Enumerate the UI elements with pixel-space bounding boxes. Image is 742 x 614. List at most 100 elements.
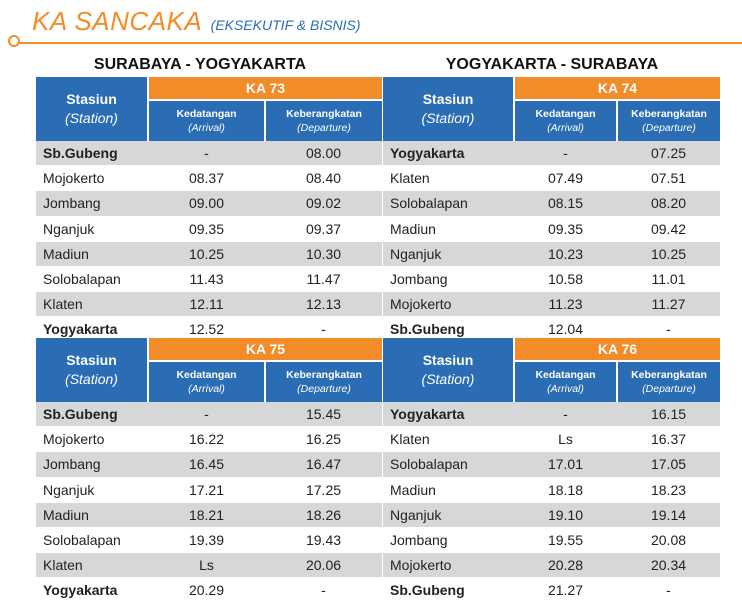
table-row: Sb.Gubeng 21.27- [383,577,721,604]
station-name: Klaten [36,552,148,579]
station-column-header: Stasiun (Station) [36,338,149,402]
table-row: Nganjuk 10.23 10.25 [383,241,721,267]
station-header-label: Stasiun [66,91,117,107]
table-row: Madiun 09.35 09.42 [383,216,721,242]
arrival-time: 08.37 [148,165,265,192]
station-header-label-en: (Station) [65,110,118,126]
departure-column-header: Keberangkatan (Departure) [617,360,721,402]
departure-time: 08.40 [265,165,383,192]
station-header-label: Stasiun [422,91,474,107]
departure-time: 11.27 [617,291,721,318]
station-name: Yogyakarta [36,577,148,604]
table-row: Klaten 12.11 12.13 [36,291,383,318]
arrival-time: 20.28 [514,552,617,579]
arrival-time: - [514,141,617,167]
departure-time: 09.02 [265,190,383,217]
arrival-header-label: Kedatangan [535,108,596,120]
header-divider [18,42,742,44]
departure-time: 15.45 [265,402,383,428]
station-name: Solobalapan [36,266,148,293]
arrival-time: 08.15 [514,190,617,217]
arrival-time: 07.49 [514,165,617,192]
station-name: Jombang [36,190,148,217]
arrival-header-label: Kedatangan [176,369,237,381]
table-row: Solobalapan 17.01 17.05 [383,451,721,478]
table-row: Mojokerto 11.23 11.27 [383,291,721,318]
arrival-time: 09.35 [514,216,617,242]
departure-header-label-en: (Departure) [642,122,696,134]
arrival-time: 18.21 [148,502,265,528]
departure-column-header: Keberangkatan (Departure) [265,99,383,141]
station-name: Sb.Gubeng [36,141,148,167]
departure-time: 16.15 [617,402,721,428]
station-name: Jombang [383,266,514,293]
arrival-column-header: Kedatangan (Arrival) [148,360,266,402]
departure-time: 10.30 [265,241,383,267]
arrival-header-label-en: (Arrival) [188,383,225,395]
departure-time: 16.37 [617,426,721,453]
table-row: Jombang 19.55 20.08 [383,527,721,554]
station-name: Madiun [36,502,148,528]
station-name: Mojokerto [383,552,514,579]
table-row: Madiun 18.21 18.26 [36,502,383,528]
departure-time: 20.34 [617,552,721,579]
train-number-header: KA 74 [514,77,721,100]
departure-header-label: Keberangkatan [286,369,362,381]
arrival-time: 12.52 [148,316,265,343]
departure-time: 16.25 [265,426,383,453]
departure-time: 18.23 [617,477,721,503]
departure-time: 09.37 [265,216,383,242]
table-row: Mojokerto 08.37 08.40 [36,165,383,192]
arrival-time: 12.11 [148,291,265,318]
arrival-header-label-en: (Arrival) [547,383,584,395]
arrival-header-label: Kedatangan [176,108,237,120]
departure-header-label: Keberangkatan [631,369,707,381]
station-column-header: Stasiun (Station) [383,77,515,141]
arrival-header-label-en: (Arrival) [547,122,584,134]
departure-time: 07.25 [617,141,721,167]
arrival-time: - [514,402,617,428]
departure-time: 08.00 [265,141,383,167]
station-name: Jombang [36,451,148,478]
table-row: Solobalapan 19.39 19.43 [36,527,383,554]
station-column-header: Stasiun (Station) [36,77,149,141]
schedule-table-ka-76: Stasiun (Station) KA 76 Kedatangan (Arrival)… [383,338,721,604]
schedule-table-ka-75: Stasiun (Station) KA 75 Kedatangan (Arrival)… [36,338,383,604]
station-name: Solobalapan [36,527,148,554]
departure-column-header: Keberangkatan (Departure) [617,99,721,141]
arrival-time: 11.43 [148,266,265,293]
table-row: Sb.Gubeng -08.00 [36,141,383,167]
route-title-surabaya-yogyakarta: SURABAYA - YOGYAKARTA [93,56,307,73]
train-number-header: KA 76 [514,338,721,361]
table-row: Madiun 18.18 18.23 [383,477,721,503]
departure-time: 17.05 [617,451,721,478]
station-column-header: Stasiun (Station) [383,338,515,402]
station-name: Madiun [383,477,514,503]
arrival-time: - [148,141,265,167]
station-header-label: Stasiun [422,352,474,368]
station-name: Jombang [383,527,514,554]
station-name: Solobalapan [383,451,514,478]
station-name: Klaten [383,165,514,192]
arrival-time: 17.01 [514,451,617,478]
arrival-time: 20.29 [148,577,265,604]
arrival-column-header: Kedatangan (Arrival) [514,360,618,402]
departure-header-label: Keberangkatan [631,108,707,120]
departure-time: 20.06 [265,552,383,579]
arrival-time: Ls [148,552,265,579]
departure-time: 11.47 [265,266,383,293]
table-row: Solobalapan 11.43 11.47 [36,266,383,293]
table-row: Klaten 07.49 07.51 [383,165,721,192]
station-header-label: Stasiun [66,352,117,368]
station-name: Nganjuk [36,216,148,242]
arrival-time: 18.18 [514,477,617,503]
departure-time: 19.14 [617,502,721,528]
station-name: Mojokerto [36,426,148,453]
departure-header-label-en: (Departure) [642,383,696,395]
arrival-time: 10.25 [148,241,265,267]
table-row: Mojokerto 20.28 20.34 [383,552,721,579]
departure-column-header: Keberangkatan (Departure) [265,360,383,402]
table-row: Solobalapan 08.15 08.20 [383,190,721,217]
station-name: Sb.Gubeng [383,577,514,604]
departure-time: 08.20 [617,190,721,217]
